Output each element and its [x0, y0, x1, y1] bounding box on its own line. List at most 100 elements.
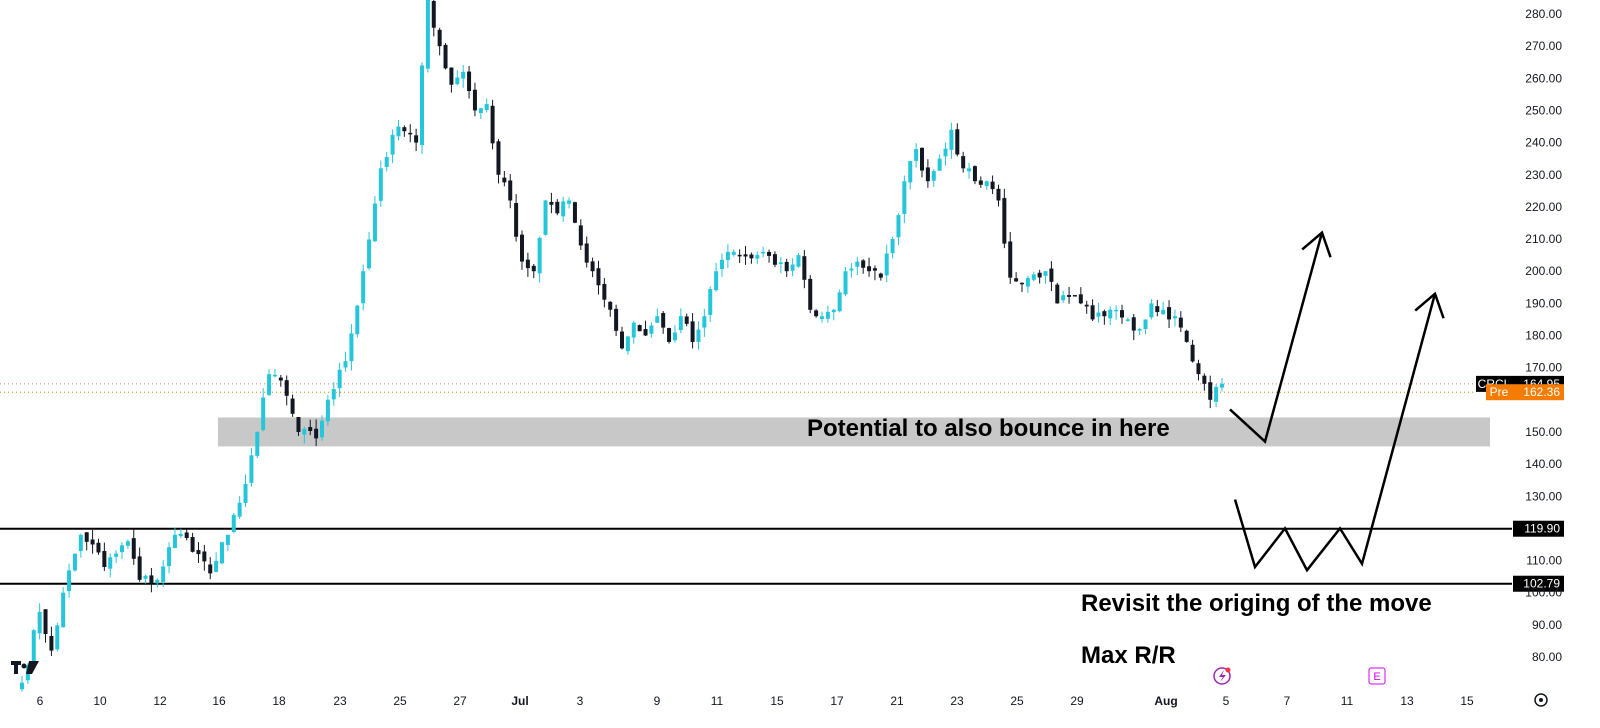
candle	[525, 252, 530, 277]
candle	[514, 194, 519, 242]
candle	[937, 154, 942, 171]
x-tick-label: 15	[1460, 694, 1474, 708]
candle	[955, 123, 960, 157]
candle	[361, 264, 366, 311]
candle	[643, 320, 648, 336]
y-tick-label: 270.00	[1525, 39, 1562, 53]
x-tick-label: 18	[272, 694, 286, 708]
projection-path[interactable]	[1229, 232, 1324, 444]
zone-annotation: Potential to also bounce in here	[807, 415, 1170, 442]
y-tick-label: 180.00	[1525, 329, 1562, 343]
level-price-badge: 102.79	[1513, 575, 1564, 592]
candle	[578, 219, 583, 250]
candle	[90, 529, 95, 554]
candle	[1214, 384, 1219, 408]
projection-path[interactable]	[1233, 293, 1437, 573]
x-tick-label: Aug	[1154, 694, 1177, 708]
candle	[731, 249, 736, 257]
x-tick-label: 27	[453, 694, 467, 708]
candle	[1072, 294, 1077, 297]
candle	[1131, 314, 1136, 341]
candle	[725, 244, 730, 269]
candle	[890, 236, 895, 259]
candle	[978, 176, 983, 188]
candle	[714, 262, 719, 292]
candle	[902, 175, 907, 224]
candle	[949, 122, 954, 159]
lightning-icon[interactable]	[1213, 667, 1231, 685]
candle	[590, 257, 595, 278]
svg-text:Pre: Pre	[1490, 385, 1509, 399]
candle	[884, 244, 889, 283]
candle	[596, 260, 601, 295]
candle	[1155, 300, 1160, 317]
projection-arrowhead	[1414, 291, 1445, 319]
candle	[737, 249, 742, 263]
x-tick-label: 9	[654, 694, 661, 708]
settings-gear-icon[interactable]	[1534, 693, 1548, 707]
candle	[690, 312, 695, 349]
candle	[431, 0, 436, 37]
candle	[408, 124, 413, 143]
candle	[402, 125, 407, 137]
candle	[1149, 299, 1154, 320]
candle	[208, 557, 213, 580]
y-tick-label: 190.00	[1525, 296, 1562, 310]
x-axis: 6 10 12 16 18 23 25 27 Jul 3 9 11 15 17 21 23 25 29 Aug 5 7 1…	[37, 694, 1474, 708]
y-tick-label: 100.00	[1525, 586, 1562, 600]
candle	[302, 426, 307, 444]
candle	[543, 199, 548, 236]
candle	[325, 395, 330, 427]
projection-layer	[1229, 230, 1445, 573]
candle	[249, 447, 254, 487]
candle	[1114, 305, 1119, 320]
candle	[449, 67, 454, 93]
candle	[1096, 302, 1101, 323]
earnings-icon[interactable]: E	[1368, 667, 1386, 685]
svg-text:E: E	[1373, 671, 1380, 683]
candle	[855, 256, 860, 276]
candle	[331, 382, 336, 406]
candle	[261, 388, 266, 432]
candle	[843, 266, 848, 297]
candle	[284, 375, 289, 406]
y-tick-label: 130.00	[1525, 489, 1562, 503]
candle	[455, 70, 460, 86]
candle	[1020, 282, 1024, 293]
candle	[484, 98, 489, 113]
candle	[1108, 306, 1113, 326]
candle	[867, 257, 872, 277]
y-tick-label: 240.00	[1525, 136, 1562, 150]
candle	[984, 180, 989, 190]
candle	[237, 496, 242, 520]
candle	[102, 542, 107, 571]
candle	[67, 563, 72, 598]
x-tick-label: 16	[212, 694, 226, 708]
candle	[172, 527, 177, 549]
candle	[143, 574, 148, 584]
max-rr-annotation: Max R/R	[1081, 642, 1176, 669]
candle	[272, 369, 277, 378]
candle	[678, 308, 683, 334]
y-tick-label: 220.00	[1525, 200, 1562, 214]
candle	[367, 231, 372, 271]
candle	[961, 151, 966, 173]
candle	[661, 311, 666, 334]
candle	[1143, 319, 1148, 335]
candle	[443, 43, 448, 70]
candle	[1190, 339, 1195, 363]
x-tick-label: 11	[711, 694, 724, 708]
y-tick-label: 90.00	[1532, 618, 1562, 632]
candle	[743, 246, 748, 265]
candle	[231, 512, 236, 534]
candle	[1043, 271, 1048, 284]
candle	[1055, 282, 1060, 304]
candle	[584, 236, 589, 268]
candle	[202, 544, 207, 571]
candle	[125, 539, 130, 549]
x-tick-label: 25	[393, 694, 407, 708]
y-tick-label: 170.00	[1525, 361, 1562, 375]
candle	[943, 142, 948, 166]
candle	[531, 263, 536, 279]
